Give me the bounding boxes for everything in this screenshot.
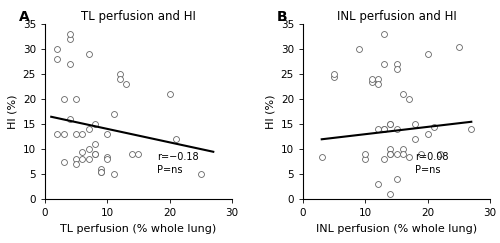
Point [380, 62, 388, 66]
Point [78, 150, 86, 154]
Point [72, 132, 80, 136]
Point [110, 172, 118, 176]
Point [380, 157, 388, 161]
Point [330, 75, 338, 79]
Point [424, 52, 432, 56]
Point [91, 152, 99, 156]
Point [72, 162, 80, 166]
Point [430, 125, 438, 129]
Point [116, 77, 124, 81]
X-axis label: INL perfusion (% whole lung): INL perfusion (% whole lung) [316, 224, 477, 234]
Point [386, 147, 394, 151]
Point [91, 152, 99, 156]
Point [392, 67, 400, 71]
Point [411, 122, 419, 126]
Point [380, 32, 388, 36]
Point [104, 155, 112, 159]
Point [392, 177, 400, 181]
Point [392, 152, 400, 156]
Point [54, 57, 62, 61]
Point [72, 97, 80, 101]
Point [424, 132, 432, 136]
Point [392, 62, 400, 66]
Point [91, 142, 99, 146]
Point [91, 122, 99, 126]
Point [436, 152, 444, 156]
Point [386, 152, 394, 156]
Y-axis label: HI (%): HI (%) [265, 95, 275, 129]
Point [60, 132, 68, 136]
Point [104, 132, 112, 136]
Point [398, 92, 406, 96]
Point [122, 82, 130, 86]
Point [398, 147, 406, 151]
Point [386, 122, 394, 126]
Point [362, 157, 370, 161]
Point [374, 182, 382, 186]
Point [355, 47, 363, 51]
Point [386, 152, 394, 156]
Point [418, 152, 426, 156]
Point [66, 32, 74, 36]
Point [398, 152, 406, 156]
Point [197, 172, 205, 176]
Text: A: A [19, 10, 30, 24]
Point [318, 155, 326, 159]
Point [60, 160, 68, 164]
Point [405, 155, 413, 159]
Point [97, 167, 105, 171]
Point [66, 37, 74, 41]
Point [368, 77, 376, 81]
Point [386, 122, 394, 126]
Y-axis label: HI (%): HI (%) [7, 95, 17, 129]
Point [374, 127, 382, 131]
Point [66, 117, 74, 121]
Point [172, 137, 180, 141]
Point [54, 47, 62, 51]
Point [330, 72, 338, 76]
Text: B: B [277, 10, 287, 24]
Point [468, 127, 475, 131]
Point [374, 77, 382, 81]
Point [84, 52, 92, 56]
Point [54, 132, 62, 136]
Point [84, 147, 92, 151]
Point [78, 132, 86, 136]
Point [411, 137, 419, 141]
Point [374, 82, 382, 86]
Point [78, 157, 86, 161]
Point [97, 170, 105, 174]
Point [72, 157, 80, 161]
Point [84, 157, 92, 161]
Point [380, 127, 388, 131]
Title: TL perfusion and HI: TL perfusion and HI [81, 10, 196, 23]
Point [166, 92, 173, 96]
Point [368, 80, 376, 84]
Point [110, 112, 118, 116]
Point [116, 72, 124, 76]
Point [104, 157, 112, 161]
Point [128, 152, 136, 156]
X-axis label: TL perfusion (% whole lung): TL perfusion (% whole lung) [60, 224, 216, 234]
Point [66, 62, 74, 66]
Point [405, 97, 413, 101]
Point [84, 127, 92, 131]
Point [60, 97, 68, 101]
Point [392, 127, 400, 131]
Point [362, 152, 370, 156]
Point [380, 127, 388, 131]
Text: r=−0.18
P=ns: r=−0.18 P=ns [157, 152, 199, 175]
Point [97, 170, 105, 174]
Point [386, 192, 394, 196]
Point [455, 45, 463, 49]
Title: INL perfusion and HI: INL perfusion and HI [336, 10, 456, 23]
Point [134, 152, 142, 156]
Text: r=0.08
P=ns: r=0.08 P=ns [415, 152, 448, 175]
